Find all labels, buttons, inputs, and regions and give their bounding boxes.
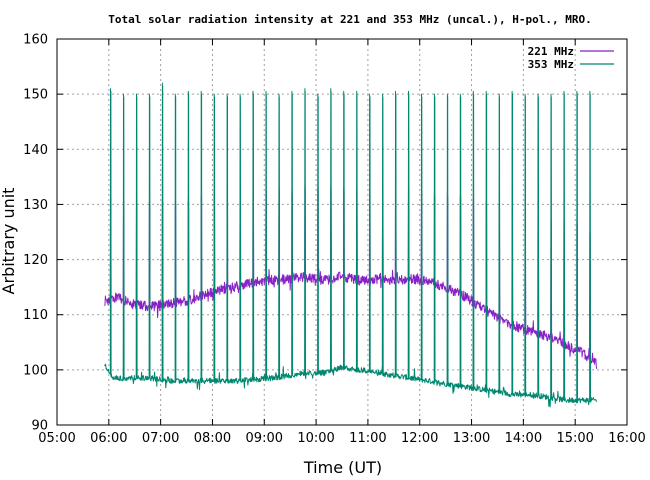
series-line: [104, 184, 598, 370]
x-tick-label: 07:00: [142, 431, 179, 446]
x-tick-label: 11:00: [349, 431, 386, 446]
chart-title: Total solar radiation intensity at 221 a…: [108, 13, 591, 26]
y-axis-label: Arbitrary unit: [0, 188, 18, 295]
y-tick-label: 90: [31, 419, 48, 434]
y-tick-label: 140: [23, 143, 48, 158]
axis-ticks: 05:00 06:00 07:00 08:00 09:00 10:00 11:00 12:00…: [23, 33, 646, 447]
x-tick-label: 12:00: [401, 431, 438, 446]
x-tick-label: 16:00: [608, 431, 645, 446]
series-layer: [104, 82, 598, 408]
x-tick-label: 09:00: [246, 431, 283, 446]
y-tick-label: 100: [23, 363, 48, 378]
plot-frame: [56, 38, 628, 426]
x-tick-label: 14:00: [505, 431, 542, 446]
x-tick-label: 05:00: [38, 431, 75, 446]
x-tick-label: 15:00: [556, 431, 593, 446]
x-tick-label: 10:00: [297, 431, 334, 446]
x-tick-label: 08:00: [194, 431, 231, 446]
legend-label: 353 MHz: [528, 58, 574, 71]
y-tick-label: 130: [23, 198, 48, 213]
x-tick-label: 06:00: [90, 431, 127, 446]
y-tick-label: 150: [23, 88, 48, 103]
grid: [57, 39, 627, 425]
legend-label: 221 MHz: [528, 45, 574, 58]
y-tick-label: 120: [23, 253, 48, 268]
y-tick-label: 110: [23, 308, 48, 323]
x-tick-label: 13:00: [453, 431, 490, 446]
x-axis-label: Time (UT): [303, 458, 382, 477]
series-line: [104, 82, 598, 408]
y-tick-label: 160: [23, 33, 48, 48]
